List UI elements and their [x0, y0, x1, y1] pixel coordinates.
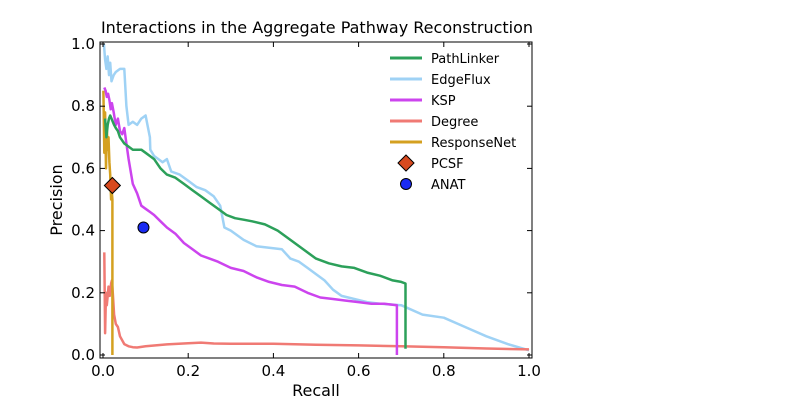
x-tick-label: 0.2 [176, 362, 200, 380]
legend-item-pathlinker: PathLinker [390, 52, 500, 67]
y-tick-label: 0.0 [71, 346, 95, 364]
legend-item-edgeflux: EdgeFlux [390, 73, 491, 88]
legend-item-degree: Degree [390, 115, 478, 130]
chart-title: Interactions in the Aggregate Pathway Re… [101, 18, 533, 37]
y-tick-label: 0.6 [71, 159, 95, 177]
series-line-ksp [103, 87, 399, 355]
y-tick-label: 0.8 [71, 97, 95, 115]
legend: PathLinker EdgeFlux KSP Degree ResponseNet PC… [390, 52, 516, 193]
x-tick-label: 0.4 [261, 362, 285, 380]
y-tick-label: 0.2 [71, 284, 95, 302]
data-point-pcsf [103, 176, 122, 195]
legend-label: ResponseNet [431, 136, 516, 151]
legend-item-ksp: KSP [390, 94, 456, 109]
y-tick-label: 1.0 [71, 35, 95, 53]
series-layer [102, 43, 530, 355]
legend-item-responsenet: ResponseNet [390, 136, 516, 151]
legend-label: PCSF [431, 157, 464, 172]
x-tick-label: 0.8 [432, 362, 456, 380]
series-line-pathlinker [103, 114, 407, 349]
y-axis-label: Precision [47, 164, 66, 235]
legend-label: KSP [431, 94, 456, 109]
legend-item-pcsf: PCSF [397, 154, 464, 172]
legend-label: Degree [431, 115, 478, 130]
plot-frame [99, 41, 533, 359]
legend-swatch [400, 178, 412, 190]
legend-label: EdgeFlux [431, 73, 491, 88]
series-line-degree [103, 252, 530, 351]
ticks-layer: 0.0 0.2 0.4 0.6 0.8 1.0 0.0 0.2 0.4 0.6 0.8 1.0 [71, 35, 541, 380]
y-tick-label: 0.4 [71, 222, 95, 240]
legend-label: ANAT [431, 178, 466, 193]
x-axis-label: Recall [292, 381, 340, 400]
legend-swatch [397, 154, 415, 172]
series-line-edgeflux [102, 43, 530, 352]
x-tick-label: 0.6 [347, 362, 371, 380]
legend-label: PathLinker [431, 52, 500, 67]
x-tick-label: 1.0 [517, 362, 541, 380]
legend-item-anat: ANAT [400, 178, 466, 193]
data-point-anat [137, 221, 150, 234]
x-tick-label: 0.0 [91, 362, 115, 380]
